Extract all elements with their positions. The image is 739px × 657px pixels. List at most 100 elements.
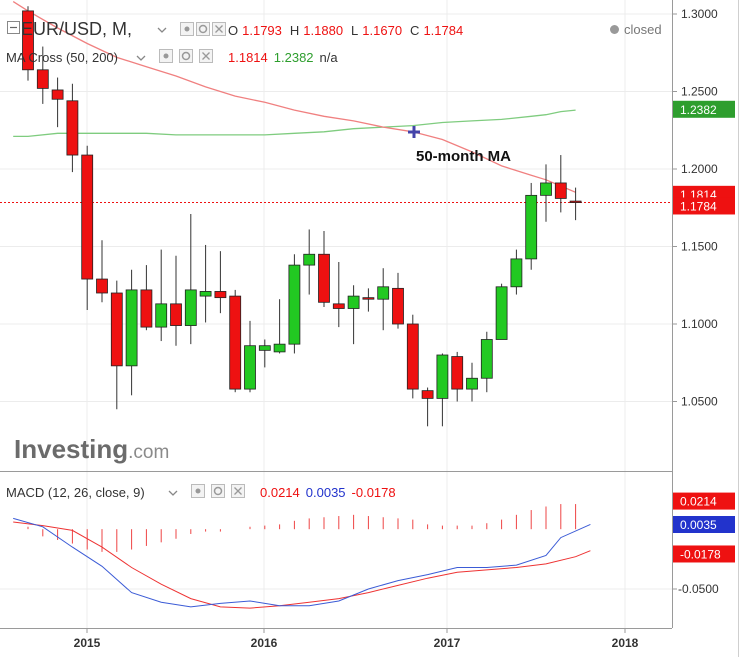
- axes: 1.3000 1.2500 1.2000 1.1500 1.1000 1.0500 -0.0…: [74, 7, 735, 650]
- candle[interactable]: [525, 182, 538, 270]
- candle[interactable]: [406, 314, 419, 399]
- candle[interactable]: [554, 155, 567, 213]
- candle[interactable]: [170, 255, 182, 346]
- candle-body: [96, 278, 108, 294]
- macd-legend-name: MACD (12, 26, close, 9): [6, 485, 145, 500]
- price-tick-label: 1.1000: [681, 317, 718, 331]
- annotation-crosshair-icon[interactable]: [408, 126, 420, 138]
- low-label: L: [351, 23, 358, 38]
- close-label: C: [410, 23, 419, 38]
- candle[interactable]: [436, 353, 449, 427]
- market-status-label: closed: [624, 22, 662, 37]
- candle[interactable]: [288, 254, 301, 354]
- ma-value-3: n/a: [320, 50, 339, 65]
- moving-averages: [12, 1, 576, 193]
- candle-body: [392, 287, 404, 325]
- candle-body: [155, 303, 168, 328]
- high-value: 1.1880: [303, 23, 343, 38]
- candle[interactable]: [303, 229, 316, 295]
- candle-body: [554, 182, 567, 199]
- ma-value-2: 1.2382: [274, 50, 314, 65]
- macd-tick-label: -0.0500: [678, 582, 719, 596]
- candle[interactable]: [392, 272, 404, 329]
- candle-body: [258, 345, 271, 351]
- macd-badge: [673, 492, 735, 510]
- candle-body: [332, 303, 345, 309]
- candle-body: [318, 253, 330, 303]
- candle[interactable]: [244, 320, 256, 393]
- candles[interactable]: [22, 6, 582, 427]
- visibility-icon[interactable]: [180, 22, 194, 36]
- candle[interactable]: [332, 262, 345, 328]
- candle[interactable]: [184, 213, 197, 345]
- open-value: 1.1793: [242, 23, 282, 38]
- candle[interactable]: [421, 387, 434, 427]
- symbol-legend[interactable]: EUR/USD, M, O 1.1793 H 1.1880 L 1.1670 C 1.1784: [7, 19, 464, 39]
- price-tick-label: 1.2500: [681, 85, 718, 99]
- symbol-chevron-icon[interactable]: [157, 27, 167, 33]
- close-icon[interactable]: [212, 22, 226, 36]
- ma-value-1: 1.1814: [228, 50, 268, 65]
- macd-settings-icon[interactable]: [211, 484, 225, 498]
- macd-chevron-icon[interactable]: [168, 490, 178, 496]
- candle[interactable]: [495, 283, 508, 340]
- candle-body: [170, 303, 182, 326]
- macd-close-icon[interactable]: [231, 484, 245, 498]
- price-tick-label: 1.1500: [681, 240, 718, 254]
- settings-icon[interactable]: [196, 22, 210, 36]
- candle[interactable]: [36, 46, 49, 104]
- macd-visibility-icon[interactable]: [191, 484, 205, 498]
- candle[interactable]: [155, 249, 168, 342]
- candle[interactable]: [110, 280, 123, 410]
- price-tick-label: 1.3000: [681, 7, 718, 21]
- candle[interactable]: [229, 289, 242, 393]
- candle[interactable]: [22, 6, 34, 81]
- candle-body: [421, 390, 434, 399]
- market-status: closed: [610, 22, 662, 37]
- candle-body: [466, 377, 478, 390]
- candle[interactable]: [51, 77, 64, 128]
- macd-badge: [673, 516, 735, 533]
- candle-body: [525, 194, 538, 260]
- candle[interactable]: [466, 362, 478, 402]
- candle-body: [569, 200, 582, 203]
- price-badge-label: 1.1784: [680, 199, 717, 213]
- candle[interactable]: [81, 145, 94, 311]
- ma-chevron-icon[interactable]: [136, 55, 146, 61]
- candle-body: [81, 154, 94, 280]
- ma50-line: [12, 1, 576, 193]
- ma-close-icon[interactable]: [199, 49, 213, 63]
- candle[interactable]: [540, 164, 552, 222]
- candle[interactable]: [362, 288, 375, 312]
- macd-legend[interactable]: MACD (12, 26, close, 9) 0.0214 0.0035 -0.0…: [6, 484, 396, 501]
- candle[interactable]: [140, 265, 153, 331]
- annotation-label[interactable]: 50-month MA: [416, 148, 511, 165]
- ma-settings-icon[interactable]: [179, 49, 193, 63]
- investing-logo: Investing.com: [14, 434, 169, 464]
- candle[interactable]: [66, 83, 79, 173]
- price-badge-label: 1.2382: [680, 103, 717, 117]
- candle[interactable]: [318, 231, 330, 307]
- low-value: 1.1670: [362, 23, 402, 38]
- candle[interactable]: [480, 331, 493, 393]
- candle[interactable]: [510, 249, 523, 295]
- candle[interactable]: [199, 244, 212, 323]
- candle[interactable]: [347, 285, 360, 345]
- candle[interactable]: [569, 187, 582, 221]
- candle[interactable]: [451, 351, 464, 402]
- candle[interactable]: [273, 299, 286, 354]
- ma-legend[interactable]: MA Cross (50, 200) 1.1814 1.2382 n/a: [6, 49, 339, 66]
- candle-body: [377, 286, 390, 300]
- candle-body: [22, 10, 34, 71]
- candle[interactable]: [214, 251, 227, 314]
- macd-badge: [673, 545, 735, 563]
- candle[interactable]: [96, 240, 108, 303]
- candle-body: [436, 354, 449, 399]
- candle-body: [184, 289, 197, 326]
- ma-visibility-icon[interactable]: [159, 49, 173, 63]
- candle[interactable]: [377, 268, 390, 331]
- candle[interactable]: [125, 269, 138, 396]
- candle[interactable]: [258, 339, 271, 368]
